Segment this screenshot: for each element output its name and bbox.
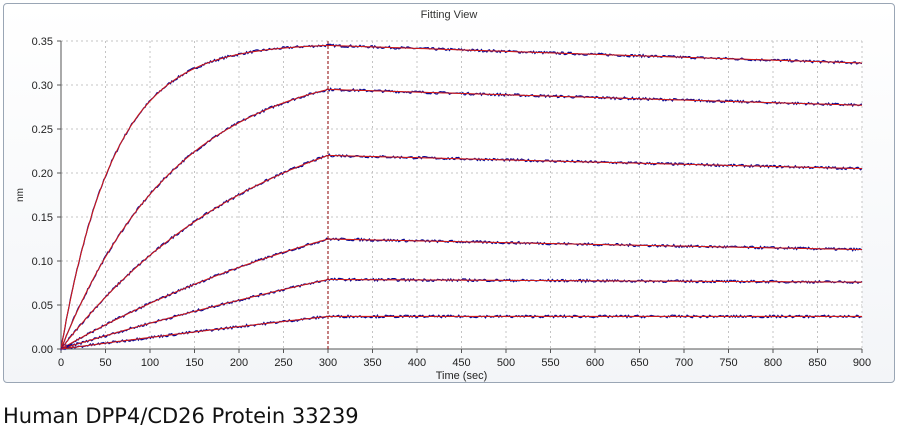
x-tick-label: 650 — [630, 357, 648, 369]
x-tick-label: 300 — [319, 357, 337, 369]
x-tick-label: 500 — [497, 357, 515, 369]
x-tick-label: 600 — [586, 357, 604, 369]
curve-2-fit — [60, 88, 862, 350]
panel-title: Fitting View — [420, 9, 478, 21]
x-tick-label: 750 — [719, 357, 737, 369]
x-tick-label: 450 — [452, 357, 470, 369]
x-tick-label: 0 — [58, 357, 64, 369]
y-tick-label: 0.35 — [32, 36, 53, 48]
curve-3-fit — [60, 154, 863, 350]
x-tick-label: 550 — [541, 357, 559, 369]
x-tick-label: 250 — [274, 357, 292, 369]
x-tick-label: 850 — [808, 357, 826, 369]
x-tick-label: 700 — [675, 357, 693, 369]
y-tick-label: 0.05 — [32, 300, 53, 312]
y-axis-title: nm — [15, 188, 26, 202]
x-tick-label: 100 — [141, 357, 159, 369]
x-tick-label: 200 — [230, 357, 248, 369]
y-tick-label: 0.25 — [32, 124, 53, 136]
curve-4-fit — [60, 238, 863, 350]
x-tick-label: 350 — [363, 357, 381, 369]
curve-1-fit — [60, 44, 863, 350]
y-tick-label: 0.15 — [32, 212, 53, 224]
y-tick-label: 0.20 — [32, 168, 53, 180]
y-tick-label: 0.30 — [32, 80, 53, 92]
figure-caption: Human DPP4/CD26 Protein 33239 — [3, 404, 359, 428]
x-tick-label: 150 — [185, 357, 203, 369]
y-tick-label: 0.00 — [32, 344, 53, 356]
curve-5-fit — [60, 278, 862, 350]
y-tick-label: 0.10 — [32, 256, 53, 268]
x-tick-label: 800 — [764, 357, 782, 369]
x-axis-title: Time (sec) — [436, 370, 488, 382]
binding-kinetics-chart: 0 50 100 150 200 250 300 350 400 450 500 550 600 650 7… — [15, 36, 871, 382]
x-tick-label: 900 — [853, 357, 871, 369]
x-tick-label: 50 — [99, 357, 111, 369]
x-tick-label: 400 — [408, 357, 426, 369]
curve-6-fit — [60, 315, 862, 350]
